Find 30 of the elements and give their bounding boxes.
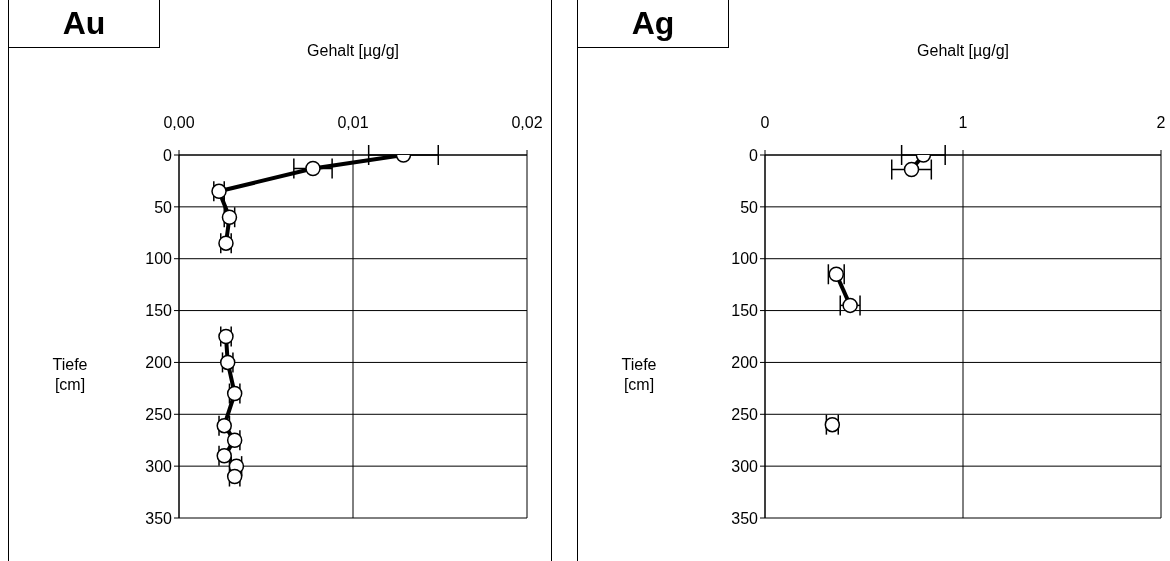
y-tick-label: 250 [145,405,173,423]
y-tick-label: 100 [731,250,759,268]
chart-title: Au [9,0,160,48]
y-tick-label: 100 [145,250,173,268]
y-tick-label: 50 [740,198,759,216]
y-tick-label: 300 [145,457,173,475]
x-axis-title: Gehalt [µg/g] [916,42,1010,60]
x-tick-label: 0,00 [163,114,195,131]
x-tick-label: 1 [958,114,968,131]
y-tick-label: 350 [731,509,759,527]
y-tick-label: 150 [145,302,173,320]
point [903,161,920,178]
point [305,160,321,177]
y-axis-title: Tiefe [cm] [51,355,89,395]
chart-title: Ag [578,0,729,48]
y-tick-label: 0 [163,146,173,164]
y-tick-label: 200 [731,354,759,372]
x-tick-label: 0,01 [337,114,369,131]
x-tick-label: 0,02 [511,114,543,131]
y-axis-title: Tiefe [cm] [620,355,658,395]
x-tick-label: 2 [1156,114,1166,131]
y-tick-label: 250 [731,405,759,423]
y-tick-label: 0 [749,146,759,164]
y-tick-label: 200 [145,354,173,372]
y-tick-label: 50 [154,198,173,216]
x-axis-title: Gehalt [µg/g] [306,42,400,60]
x-tick-label: 0 [760,114,770,131]
y-tick-label: 150 [731,302,759,320]
y-tick-label: 300 [731,457,759,475]
y-tick-label: 350 [145,509,173,527]
